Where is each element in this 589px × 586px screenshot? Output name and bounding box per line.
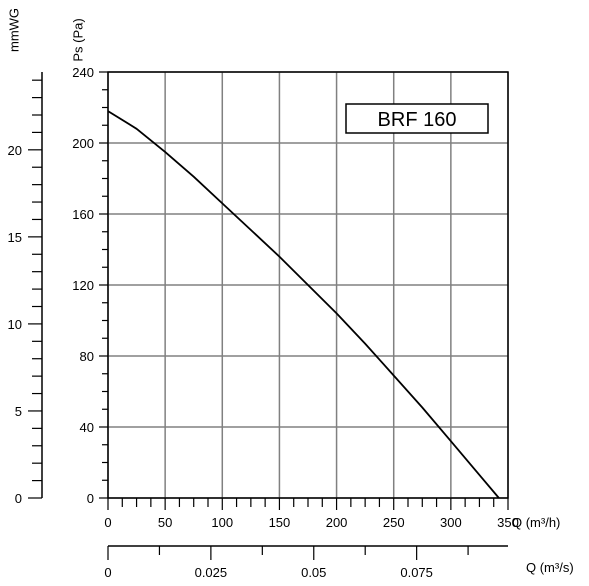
axes	[28, 71, 509, 560]
x2-tick-label: 0.075	[400, 565, 433, 580]
y2-axis-title: mmWG	[7, 8, 22, 52]
y2-tick-label: 5	[15, 404, 22, 419]
series-line-0	[107, 110, 500, 499]
x-tick-label: 150	[269, 515, 291, 530]
x-tick-label: 250	[383, 515, 405, 530]
series-layer	[107, 110, 500, 499]
x-tick-label: 350	[497, 515, 519, 530]
y2-tick-label: 15	[8, 230, 22, 245]
y-tick-label: 120	[72, 278, 94, 293]
y-tick-label: 40	[80, 420, 94, 435]
title-box	[345, 103, 489, 134]
x-tick-label: 200	[326, 515, 348, 530]
y-tick-label: 0	[87, 491, 94, 506]
y-axis-title: Ps (Pa)	[71, 18, 86, 61]
y2-tick-label: 10	[8, 317, 22, 332]
x-tick-label: 300	[440, 515, 462, 530]
x-axis-title: Q (m³/h)	[512, 515, 560, 530]
y2-tick-label: 20	[8, 143, 22, 158]
y-tick-label: 160	[72, 207, 94, 222]
y2-tick-label: 0	[15, 491, 22, 506]
x2-tick-label: 0.05	[301, 565, 326, 580]
x-tick-label: 50	[158, 515, 172, 530]
x-tick-label: 0	[104, 515, 111, 530]
x-tick-label: 100	[211, 515, 233, 530]
y-tick-label: 240	[72, 65, 94, 80]
y-tick-label: 80	[80, 349, 94, 364]
y-tick-label: 200	[72, 136, 94, 151]
x2-tick-label: 0	[104, 565, 111, 580]
x2-axis-title: Q (m³/s)	[526, 560, 574, 575]
chart-title: BRF 160	[378, 109, 457, 131]
x2-tick-label: 0.025	[195, 565, 228, 580]
